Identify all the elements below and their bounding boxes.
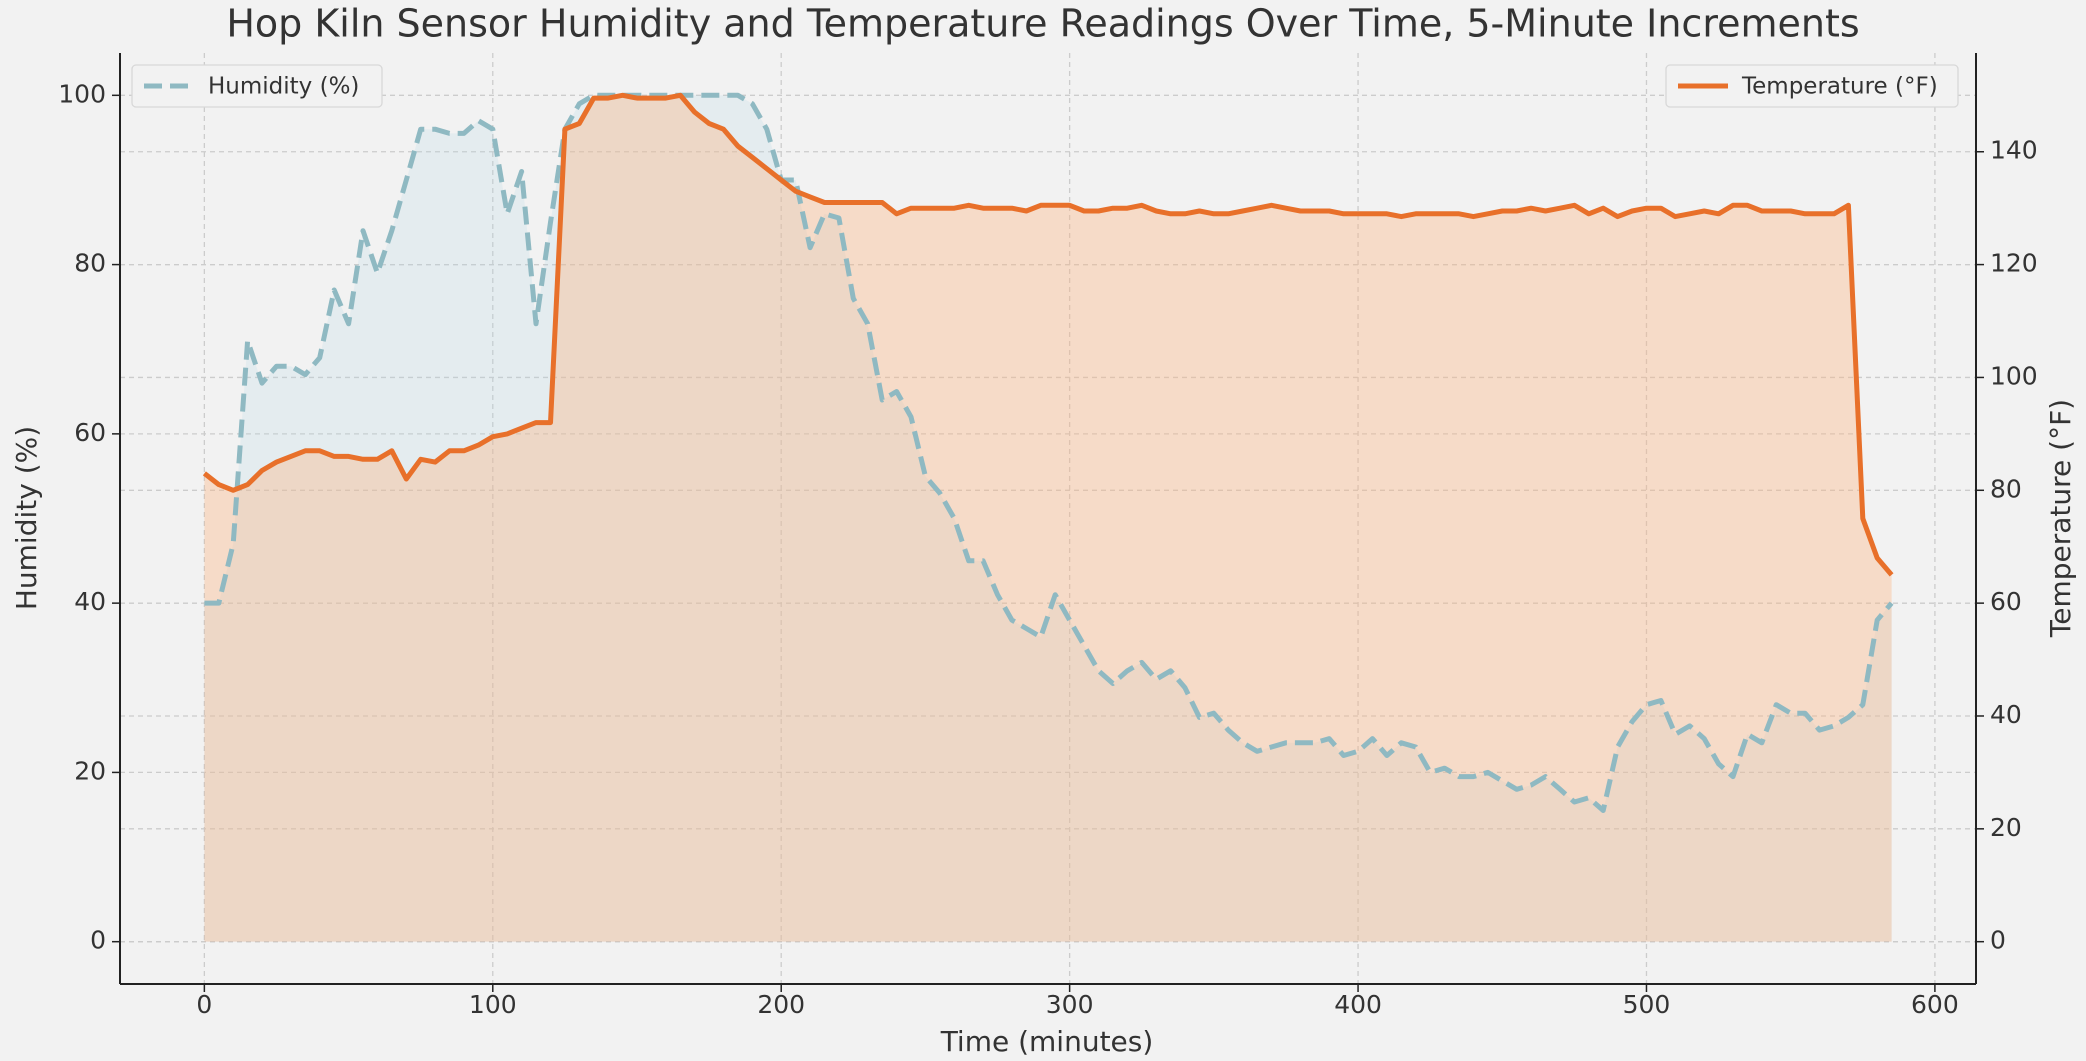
line	[204, 92, 1894, 813]
x-tick-label: 200	[757, 990, 805, 1019]
y2-tick-label: 60	[1990, 587, 2022, 616]
legend-label: Humidity (%)	[208, 74, 359, 100]
x-tick-label: 300	[1046, 990, 1094, 1019]
y-axis-label: Humidity (%)	[10, 426, 43, 610]
legend-box	[1665, 64, 1959, 108]
y2-axis-label: Temperature (°F)	[2044, 399, 2077, 638]
line	[202, 92, 1894, 577]
y2-tick-label: 100	[1990, 361, 2038, 390]
legend-label: Temperature (°F)	[1741, 74, 1938, 100]
x-tick-label: 0	[196, 990, 212, 1019]
x-tick-label: 100	[469, 990, 517, 1019]
y2-tick-label: 140	[1990, 136, 2038, 165]
y-tick-label: 20	[74, 756, 106, 785]
legend-box	[131, 64, 383, 108]
y2-tick-label: 0	[1990, 926, 2006, 955]
y-tick-label: 40	[74, 587, 106, 616]
y2-tick-label: 120	[1990, 249, 2038, 278]
x-tick-label: 400	[1334, 990, 1382, 1019]
x-axis-label: Time (minutes)	[940, 1025, 1154, 1058]
y2-tick-label: 80	[1990, 474, 2022, 503]
area	[204, 95, 1892, 942]
y-tick-label: 100	[58, 79, 106, 108]
area	[204, 95, 1892, 942]
y2-tick-label: 40	[1990, 700, 2022, 729]
x-tick-label: 500	[1623, 990, 1671, 1019]
y-tick-label: 0	[90, 926, 106, 955]
x-tick-label: 600	[1911, 990, 1959, 1019]
y2-tick-label: 20	[1990, 813, 2022, 842]
chart-title: Hop Kiln Sensor Humidity and Temperature…	[226, 2, 1859, 46]
y-tick-label: 60	[74, 418, 106, 447]
y-tick-label: 80	[74, 249, 106, 278]
